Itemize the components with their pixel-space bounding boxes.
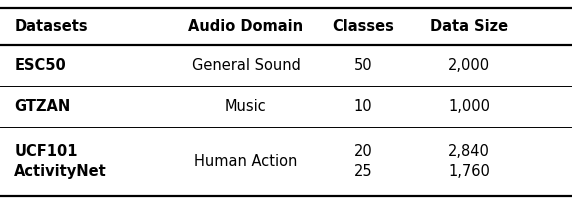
Text: ESC50: ESC50 [14,58,66,73]
Text: Data Size: Data Size [430,19,508,34]
Text: 20
25: 20 25 [354,144,372,179]
Text: General Sound: General Sound [192,58,300,73]
Text: UCF101
ActivityNet: UCF101 ActivityNet [14,144,107,179]
Text: 1,000: 1,000 [448,99,490,114]
Text: Datasets: Datasets [14,19,88,34]
Text: Human Action: Human Action [194,154,297,169]
Text: 2,840
1,760: 2,840 1,760 [448,144,490,179]
Text: 50: 50 [354,58,372,73]
Text: GTZAN: GTZAN [14,99,70,114]
Text: Classes: Classes [332,19,394,34]
Text: 10: 10 [354,99,372,114]
Text: Music: Music [225,99,267,114]
Text: Audio Domain: Audio Domain [188,19,304,34]
Text: 2,000: 2,000 [448,58,490,73]
